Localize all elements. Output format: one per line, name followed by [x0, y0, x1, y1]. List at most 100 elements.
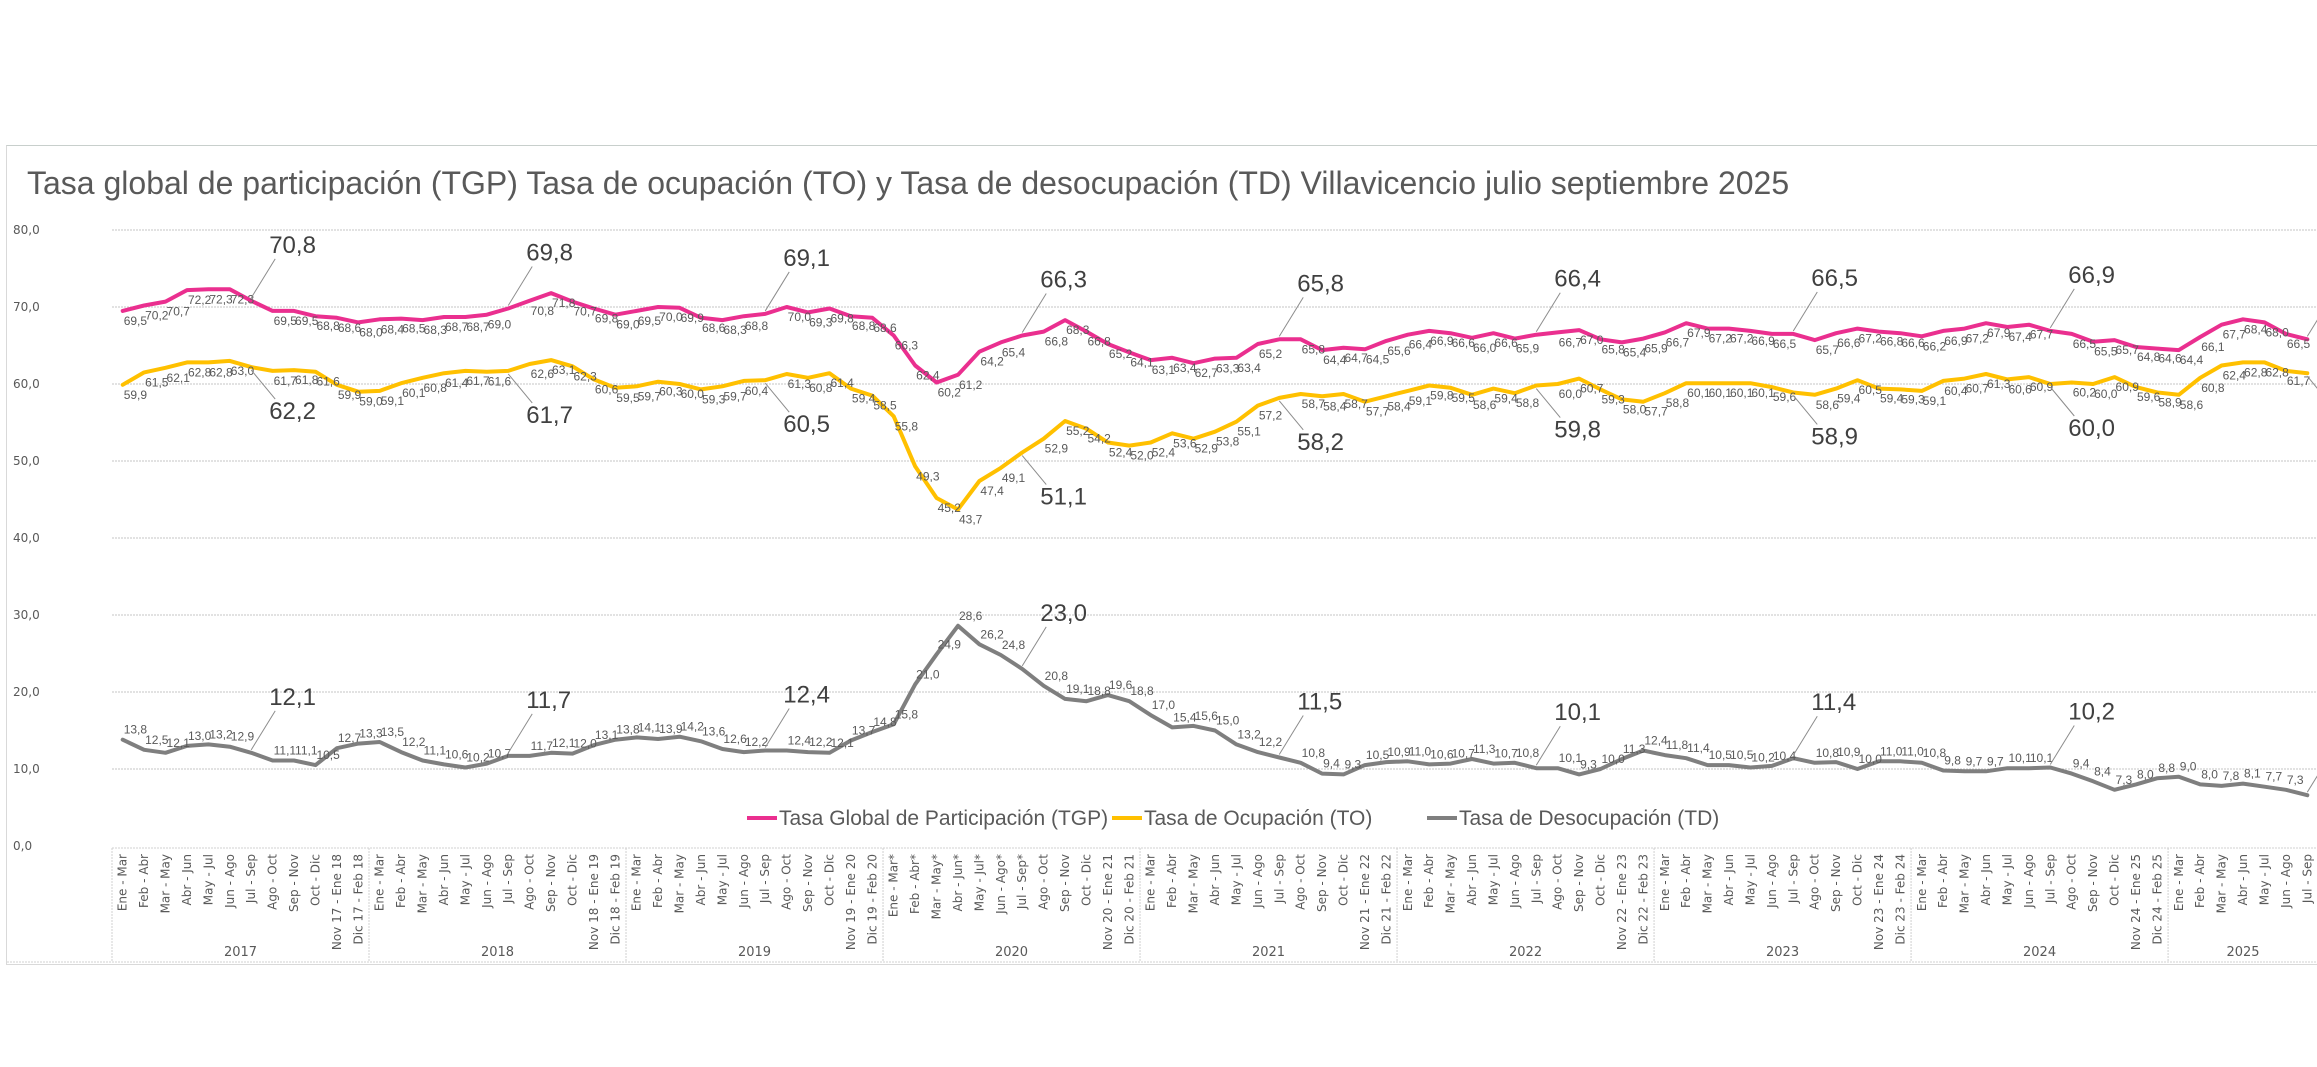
data-label: 61,7 — [2287, 374, 2311, 388]
legend-item-tgp[interactable]: Tasa Global de Participación (TGP) — [747, 807, 1108, 830]
data-label: 8,0 — [2201, 767, 2218, 781]
data-label: 68,8 — [852, 319, 876, 333]
callout-leader — [2049, 725, 2075, 765]
legend-label-to: Tasa de Ocupación (TO) — [1144, 807, 1372, 830]
year-label: 2022 — [1509, 945, 1542, 960]
data-label: 60,8 — [809, 381, 833, 395]
callout-label: 11,4 — [1811, 689, 1856, 716]
legend-item-to[interactable]: Tasa de Ocupación (TO) — [1112, 807, 1372, 830]
x-tick-label: Abr - Jun — [437, 854, 451, 905]
data-label: 11,8 — [1666, 738, 1689, 752]
data-label: 7,8 — [2223, 769, 2240, 783]
data-label: 67,0 — [1580, 333, 1604, 347]
callout-leader — [1021, 293, 1047, 333]
callout-label: 12,1 — [269, 684, 316, 711]
data-label: 66,6 — [1452, 336, 1476, 350]
data-label: 62,6 — [531, 367, 555, 381]
x-tick-label: Oct - Dic — [1337, 854, 1351, 906]
data-label: 60,1 — [1730, 386, 1754, 400]
x-tick-label: Ago - Oct — [2065, 854, 2079, 910]
x-tick-label: Mar - May — [1958, 854, 1972, 913]
data-label: 10,5 — [316, 748, 340, 762]
y-tick-label: 80,0 — [13, 223, 40, 237]
data-label: 12,1 — [552, 736, 576, 750]
data-label: 63,4 — [1173, 361, 1197, 375]
callout-leader — [2306, 319, 2317, 337]
data-label: 58,7 — [1302, 397, 1326, 411]
data-label: 66,7 — [1666, 335, 1690, 349]
callout-leader — [764, 382, 790, 413]
data-label: 59,3 — [702, 392, 726, 406]
data-label: 64,8 — [2137, 350, 2161, 364]
data-label: 62,4 — [916, 369, 940, 383]
data-label: 11,1 — [274, 744, 297, 758]
data-label: 61,8 — [295, 373, 319, 387]
data-label: 60,0 — [2094, 387, 2118, 401]
data-label: 13,2 — [209, 727, 233, 741]
legend-item-td[interactable]: Tasa de Desocupación (TD) — [1427, 807, 1719, 830]
callout-labels: 70,869,869,166,365,866,466,566,965,862,2… — [250, 232, 2317, 793]
data-label: 59,4 — [1880, 392, 1904, 406]
x-tick-label: Ago - Oct — [266, 854, 280, 910]
x-tick-label: Sep - Nov — [1058, 854, 1072, 912]
x-tick-label: Dic 24 - Feb 25 — [2150, 854, 2164, 945]
data-label: 13,9 — [659, 722, 683, 736]
data-label: 12,2 — [1259, 735, 1283, 749]
data-label: 67,2 — [1730, 332, 1754, 346]
data-label: 61,7 — [274, 374, 298, 388]
data-label: 18,8 — [1087, 684, 1111, 698]
data-label: 60,0 — [681, 387, 705, 401]
data-label: 61,3 — [788, 377, 812, 391]
data-label: 67,2 — [1966, 332, 1990, 346]
x-tick-label: Mar - May — [1187, 854, 1201, 913]
data-label: 64,2 — [980, 355, 1004, 369]
data-label: 59,3 — [1602, 392, 1626, 406]
data-label: 10,9 — [1837, 745, 1861, 759]
x-tick-label: Sep - Nov — [1315, 854, 1329, 912]
data-label: 53,6 — [1173, 436, 1197, 450]
data-label: 47,4 — [980, 484, 1004, 498]
chart-frame: Tasa global de participación (TGP) Tasa … — [6, 145, 2317, 965]
data-label: 52,4 — [1152, 446, 1176, 460]
x-tick-label: Feb - Abr — [137, 854, 151, 908]
x-tick-label: Mar - May — [673, 854, 687, 913]
data-label: 59,4 — [852, 392, 876, 406]
data-label: 59,1 — [1923, 394, 1947, 408]
series-line-tgp — [120, 287, 2310, 385]
data-label: 65,4 — [1623, 345, 1647, 359]
data-label: 62,1 — [167, 371, 191, 385]
data-label: 65,2 — [1259, 347, 1283, 361]
data-label: 67,9 — [1987, 326, 2011, 340]
x-tick-label: Mar - May* — [930, 854, 944, 919]
x-tick-label: Jul - Sep — [1272, 854, 1286, 904]
data-label: 62,8 — [2244, 365, 2268, 379]
data-label: 60,7 — [1966, 382, 1990, 396]
x-tick-label: Abr - Jun — [1722, 854, 1736, 905]
x-tick-label: Jul - Sep — [244, 854, 258, 904]
data-label: 71,8 — [552, 296, 576, 310]
callout-label: 62,2 — [269, 398, 316, 425]
data-label: 58,6 — [2180, 398, 2204, 412]
data-label: 59,1 — [1409, 394, 1433, 408]
x-tick-label: May - Jul — [1743, 854, 1757, 905]
data-label: 10,6 — [1430, 747, 1454, 761]
data-label: 66,1 — [2201, 340, 2225, 354]
x-tick-label: Ago - Oct — [1294, 854, 1308, 910]
x-tick-label: Jun - Ago — [223, 854, 237, 909]
callout-leader — [1535, 725, 1561, 766]
x-tick-label: Sep - Nov — [2086, 854, 2100, 912]
data-label: 68,5 — [402, 322, 426, 336]
data-label: 65,2 — [1109, 347, 1133, 361]
x-tick-label: Dic 20 - Feb 21 — [1122, 854, 1136, 945]
callout-leader — [1278, 297, 1304, 337]
y-tick-label: 20,0 — [13, 685, 40, 699]
x-tick-label: Jul - Sep — [2300, 854, 2314, 904]
year-label: 2020 — [995, 945, 1028, 960]
x-tick-label: Jul - Sep — [2043, 854, 2057, 904]
data-label: 59,4 — [1494, 392, 1518, 406]
data-label: 66,6 — [1901, 336, 1925, 350]
data-label: 60,9 — [2116, 380, 2140, 394]
callout-label: 69,1 — [783, 245, 830, 272]
data-label: 68,7 — [445, 320, 469, 334]
x-tick-label: Oct - Dic — [308, 854, 322, 906]
